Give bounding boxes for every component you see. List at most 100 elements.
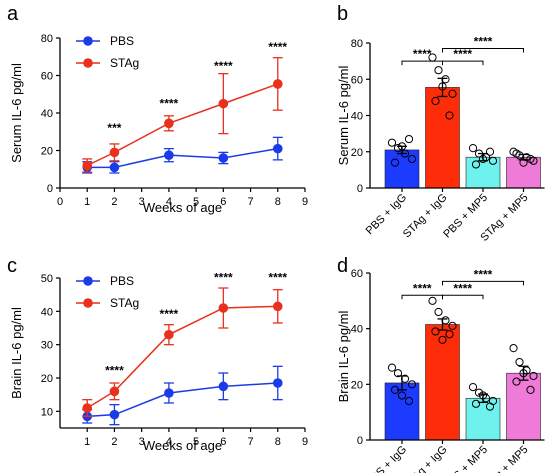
individual-point — [441, 316, 450, 325]
x-tick-label: 9 — [302, 196, 308, 208]
significance-label: **** — [160, 96, 179, 110]
significance-label: **** — [413, 281, 432, 295]
data-point-stag — [272, 301, 283, 312]
significance-bracket — [442, 60, 484, 66]
significance-bracket — [442, 280, 524, 286]
y-tick-label: 40 — [41, 306, 53, 318]
individual-point — [526, 385, 535, 394]
legend-label-pbs: PBS — [110, 34, 134, 48]
x-tick-label: 2 — [111, 436, 117, 448]
y-tick-label: 50 — [41, 273, 53, 285]
y-tick-label: 60 — [351, 268, 363, 280]
significance-label: **** — [105, 364, 124, 378]
data-point-stag — [82, 403, 93, 413]
legend-marker — [83, 58, 93, 68]
panel-letter-a: a — [7, 3, 19, 25]
individual-point — [509, 344, 518, 353]
individual-point — [397, 391, 407, 400]
significance-label: **** — [268, 270, 287, 284]
individual-point — [485, 402, 495, 411]
individual-point — [485, 147, 495, 156]
y-tick-label: 20 — [351, 147, 363, 159]
bar — [506, 372, 541, 441]
y-tick-label: 40 — [41, 108, 53, 120]
y-tick-label: 20 — [41, 146, 53, 158]
individual-point — [404, 134, 414, 144]
x-tick-label: 4 — [166, 196, 172, 208]
significance-label: **** — [214, 59, 233, 73]
individual-point — [481, 394, 491, 403]
x-tick-label: 6 — [220, 196, 226, 208]
individual-point — [526, 154, 535, 164]
individual-point — [390, 385, 400, 394]
x-tick-label: 5 — [193, 196, 199, 208]
individual-point — [438, 82, 447, 91]
category-label: STAg + IgG — [401, 444, 450, 473]
x-tick-label: 5 — [193, 436, 199, 448]
y-tick-label: 0 — [357, 435, 363, 447]
individual-point — [468, 144, 478, 153]
individual-point — [428, 296, 437, 305]
x-tick-label: 3 — [139, 196, 145, 208]
panel-letter-d: d — [337, 255, 348, 277]
bar — [425, 324, 460, 441]
y-tick-label: 60 — [41, 71, 53, 83]
individual-point — [393, 144, 403, 153]
bar — [425, 87, 460, 189]
data-point-stag — [82, 160, 93, 171]
legend-marker — [83, 276, 93, 286]
data-point-stag — [272, 79, 283, 89]
category-label: STAg + MP5 — [478, 444, 530, 473]
panel-letter-c: c — [7, 255, 17, 277]
data-point-pbs — [272, 143, 283, 154]
individual-point — [522, 366, 531, 375]
significance-label: **** — [453, 47, 472, 61]
y-axis-title: Serum IL-6 pg/ml — [9, 63, 24, 163]
individual-point — [441, 75, 450, 84]
data-point-pbs — [109, 409, 120, 420]
y-tick-label: 80 — [41, 33, 53, 45]
significance-bracket — [442, 47, 524, 53]
individual-point — [407, 380, 417, 389]
bar — [506, 156, 541, 189]
x-tick-label: 0 — [57, 196, 63, 208]
individual-point — [512, 377, 521, 386]
x-tick-label: 7 — [247, 436, 253, 448]
x-tick-label: 3 — [139, 436, 145, 448]
significance-label: **** — [214, 270, 233, 284]
individual-point — [445, 330, 454, 339]
bar — [465, 397, 501, 441]
individual-point — [438, 335, 447, 344]
x-tick-label: 7 — [247, 196, 253, 208]
data-point-pbs — [272, 378, 283, 388]
individual-point — [393, 369, 403, 378]
individual-point — [431, 327, 440, 336]
x-axis-title: Weeks of age — [143, 200, 222, 215]
legend-label-stag: STAg — [110, 296, 139, 310]
data-point-stag — [109, 386, 120, 397]
significance-label: **** — [474, 267, 493, 281]
y-tick-label: 0 — [47, 183, 53, 195]
significance-bracket — [401, 294, 443, 300]
significance-label: **** — [413, 47, 432, 61]
serum-line-chart: 0 20 40 60 80 0 1 2 3 4 5 6 7 8 9 Weeks of age Serum IL-… — [9, 33, 308, 215]
brain-line-chart: 10 20 30 40 50 1 2 3 4 5 6 7 8 9 Weeks of age Brain IL-… — [9, 270, 308, 453]
individual-point — [471, 160, 481, 169]
x-tick-label: 2 — [111, 196, 117, 208]
data-point-pbs — [218, 153, 229, 163]
data-point-stag — [109, 147, 120, 158]
individual-point — [448, 89, 457, 98]
category-label: PBS + MP5 — [441, 444, 490, 473]
y-tick-label: 40 — [351, 324, 363, 336]
individual-point — [478, 154, 488, 164]
individual-point — [397, 142, 407, 151]
bar — [465, 156, 501, 189]
individual-point — [519, 369, 528, 378]
significance-bracket — [401, 60, 443, 66]
legend-label-stag: STAg — [110, 56, 139, 70]
data-point-stag — [164, 118, 174, 129]
data-point-stag — [218, 98, 229, 109]
legend-marker — [83, 36, 93, 46]
